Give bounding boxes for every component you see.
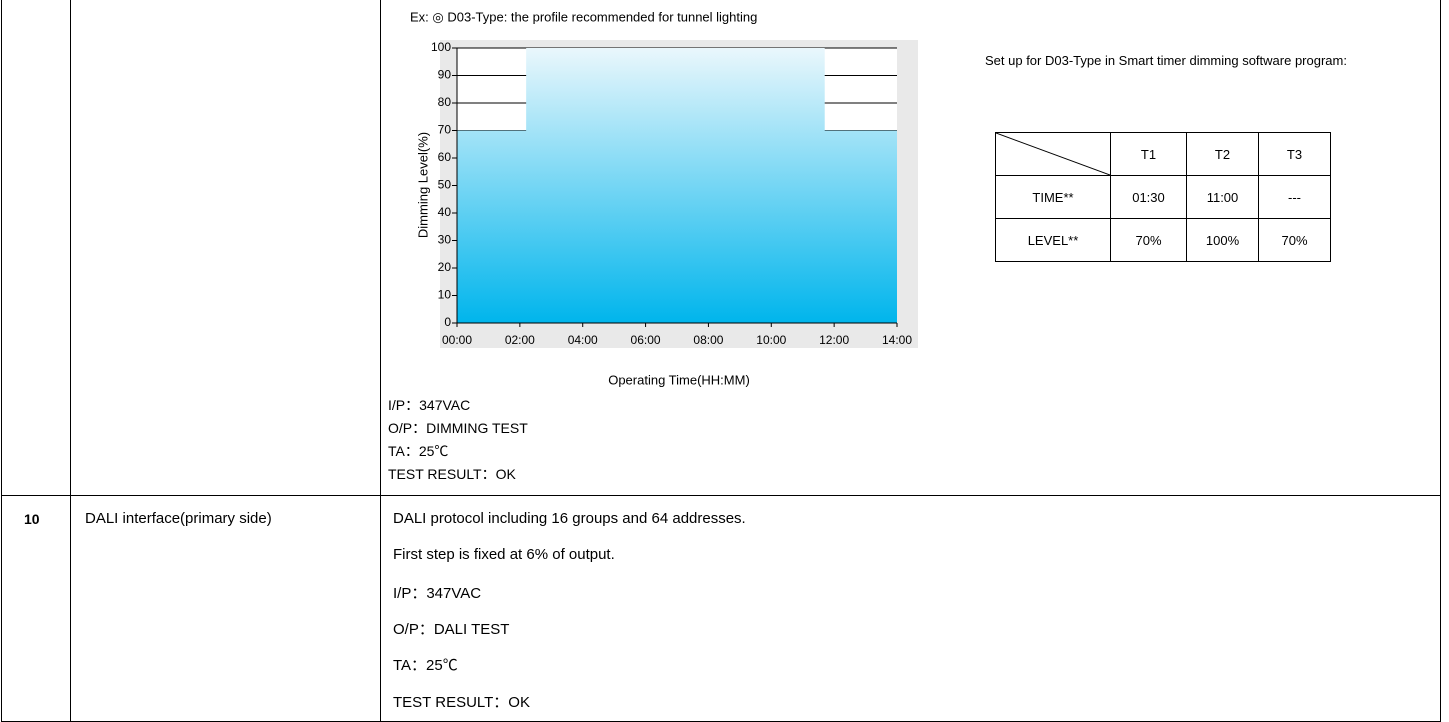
cell: --- bbox=[1258, 175, 1331, 219]
cell: LEVEL** bbox=[995, 218, 1111, 262]
line: TA：25℃ bbox=[393, 657, 458, 674]
cell: 100% bbox=[1186, 218, 1259, 262]
item-name: DALI interface(primary side) bbox=[85, 510, 272, 527]
setup-title: Set up for D03-Type in Smart timer dimmi… bbox=[985, 53, 1347, 68]
x-tick-label: 04:00 bbox=[568, 333, 598, 347]
header-cell: T1 bbox=[1110, 132, 1187, 176]
border bbox=[70, 0, 71, 722]
y-tick-label: 80 bbox=[438, 95, 452, 109]
y-tick-label: 30 bbox=[438, 233, 452, 247]
note: TA：25℃ bbox=[388, 443, 449, 459]
x-tick-label: 12:00 bbox=[819, 333, 849, 347]
setup-table: T1 T2 T3 TIME** 01:30 11:00 --- LEVEL** … bbox=[995, 132, 1331, 262]
cell: 11:00 bbox=[1186, 175, 1259, 219]
row-number: 10 bbox=[24, 511, 40, 527]
x-tick-label: 00:00 bbox=[442, 333, 472, 347]
diagonal bbox=[996, 133, 1110, 175]
cell: TIME** bbox=[995, 175, 1111, 219]
line: TEST RESULT：OK bbox=[393, 694, 530, 711]
y-tick-label: 60 bbox=[438, 150, 452, 164]
y-axis-label: Dimming Level(%) bbox=[415, 132, 430, 238]
x-tick-label: 06:00 bbox=[631, 333, 661, 347]
chart: Ex: ◎ D03-Type: the profile recommended … bbox=[410, 9, 918, 387]
y-tick-label: 40 bbox=[438, 205, 452, 219]
line: DALI protocol including 16 groups and 64… bbox=[393, 510, 746, 527]
x-tick-label: 14:00 bbox=[882, 333, 912, 347]
y-tick-label: 20 bbox=[438, 260, 452, 274]
x-axis-label: Operating Time(HH:MM) bbox=[608, 372, 750, 387]
cell: 70% bbox=[1258, 218, 1331, 262]
line: O/P：DALI TEST bbox=[393, 621, 510, 638]
x-tick-label: 08:00 bbox=[693, 333, 723, 347]
diagonal-cell bbox=[995, 132, 1111, 176]
y-tick-label: 50 bbox=[438, 178, 452, 192]
x-tick-label: 02:00 bbox=[505, 333, 535, 347]
y-tick-label: 0 bbox=[444, 315, 451, 329]
y-tick-label: 100 bbox=[431, 40, 451, 54]
y-tick-label: 70 bbox=[438, 123, 452, 137]
chart-caption: Ex: ◎ D03-Type: the profile recommended … bbox=[410, 9, 757, 24]
note: I/P：347VAC bbox=[388, 397, 471, 413]
cell: 70% bbox=[1110, 218, 1187, 262]
y-tick-label: 90 bbox=[438, 68, 452, 82]
area bbox=[457, 48, 897, 323]
border bbox=[380, 0, 381, 722]
note: O/P：DIMMING TEST bbox=[388, 420, 528, 436]
border bbox=[1, 0, 2, 722]
header-cell: T3 bbox=[1258, 132, 1331, 176]
x-tick-label: 10:00 bbox=[756, 333, 786, 347]
border bbox=[1440, 0, 1441, 722]
line: First step is fixed at 6% of output. bbox=[393, 546, 615, 563]
y-tick-label: 10 bbox=[438, 288, 452, 302]
note: TEST RESULT：OK bbox=[388, 466, 516, 482]
line: I/P：347VAC bbox=[393, 585, 482, 602]
border bbox=[1, 495, 1441, 496]
header-cell: T2 bbox=[1186, 132, 1259, 176]
cell: 01:30 bbox=[1110, 175, 1187, 219]
